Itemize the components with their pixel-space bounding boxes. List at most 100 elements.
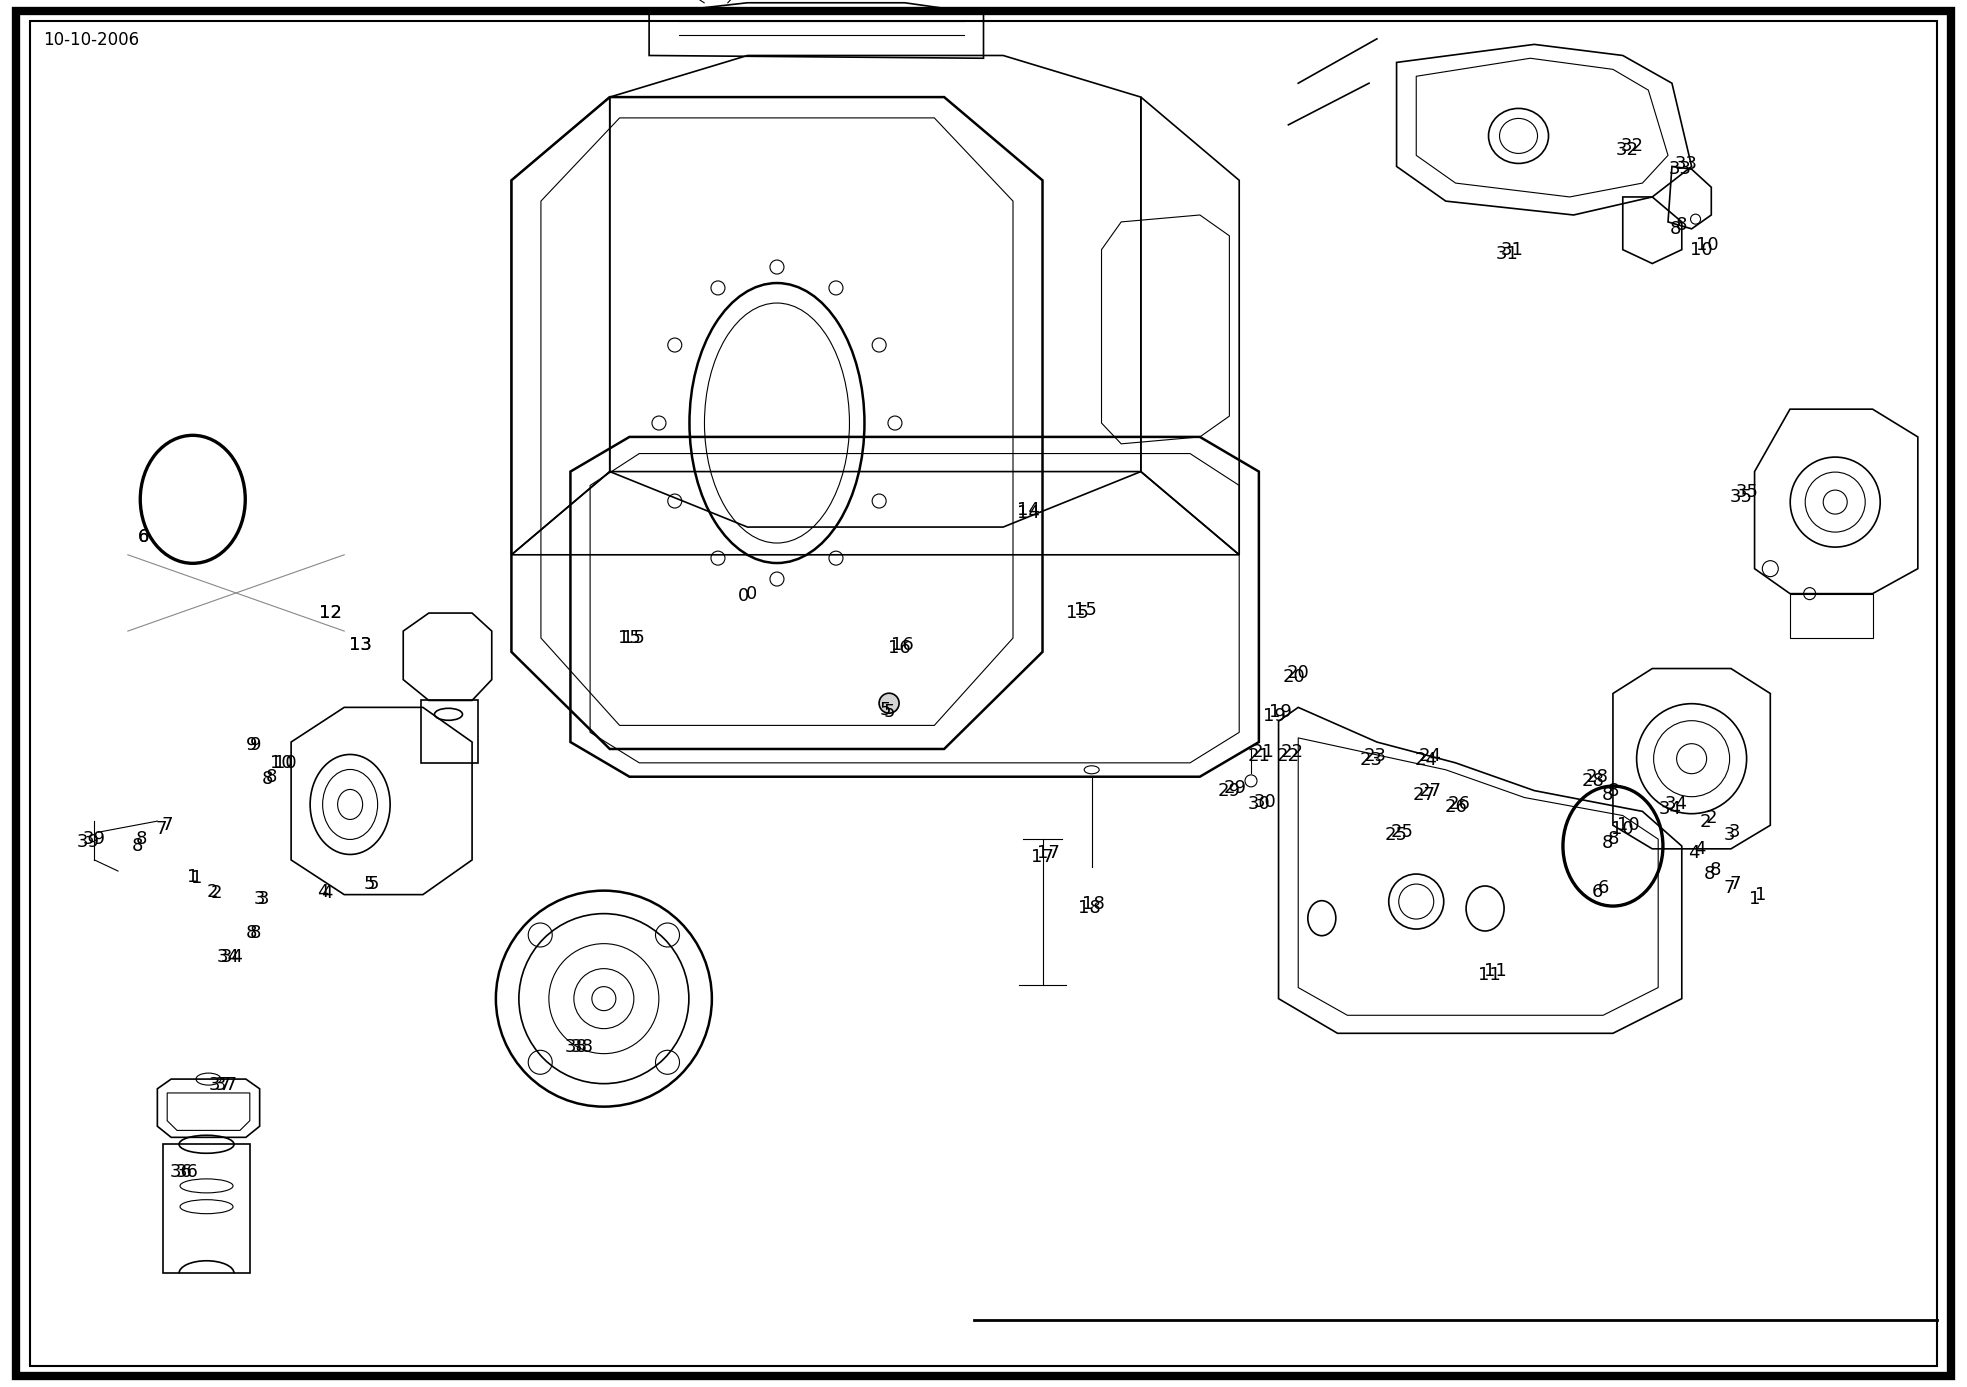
Text: 10: 10 [1611,821,1635,838]
Text: 20: 20 [1282,669,1306,685]
Text: 14: 14 [1017,502,1041,519]
Text: 16: 16 [891,637,915,653]
Text: 6: 6 [138,528,149,545]
Text: 6: 6 [138,528,149,545]
Text: 10: 10 [269,755,293,771]
Text: 8: 8 [1670,221,1682,237]
Text: 28: 28 [1581,773,1605,789]
Text: 7: 7 [1723,879,1735,896]
Text: 13: 13 [348,637,372,653]
Text: 22: 22 [1281,743,1304,760]
Text: 21: 21 [1251,743,1275,760]
Text: 15: 15 [1066,605,1090,621]
Text: 36: 36 [169,1164,193,1180]
Text: 29: 29 [1223,779,1247,796]
Text: 5: 5 [883,703,895,720]
Text: 1: 1 [1755,886,1766,903]
Text: 12: 12 [319,605,342,621]
Text: 8: 8 [266,768,277,785]
Text: 17: 17 [1037,845,1060,861]
Text: 35: 35 [1735,484,1758,501]
Text: 21: 21 [1247,748,1271,764]
Text: 31: 31 [1495,245,1519,262]
Text: 2: 2 [210,885,222,902]
Text: 1: 1 [191,870,203,886]
Text: 8: 8 [1676,216,1688,233]
Text: 23: 23 [1359,752,1383,768]
Text: 8: 8 [1607,831,1619,847]
Text: 24: 24 [1414,752,1438,768]
Text: 8: 8 [246,925,258,942]
Text: 32: 32 [1621,137,1644,154]
Text: 11: 11 [1483,963,1507,979]
Text: 6: 6 [1591,884,1603,900]
Text: 5: 5 [368,875,380,892]
Text: 39: 39 [77,834,100,850]
Text: 34: 34 [216,949,240,965]
Text: 0: 0 [738,588,749,605]
Text: 20: 20 [1286,664,1310,681]
Text: 38: 38 [570,1039,594,1056]
Text: 5: 5 [364,875,376,892]
Text: 29: 29 [1218,782,1241,799]
Text: 0: 0 [745,585,757,602]
Text: 6: 6 [1597,879,1609,896]
Text: 11: 11 [1477,967,1501,983]
Text: 22: 22 [1277,748,1300,764]
Text: 38: 38 [565,1039,588,1056]
Text: 27: 27 [1418,782,1442,799]
Text: 7: 7 [155,821,167,838]
Text: 3: 3 [1723,827,1735,843]
Text: 8: 8 [262,771,273,788]
Text: 3: 3 [258,890,269,907]
Text: 14: 14 [1017,505,1041,522]
Text: 8: 8 [1703,865,1715,882]
Text: 18: 18 [1082,896,1105,913]
Text: 10: 10 [1696,237,1719,254]
Text: 10: 10 [273,755,297,771]
Text: 15: 15 [618,630,641,646]
Text: 37: 37 [214,1076,238,1093]
Text: 39: 39 [83,831,106,847]
Text: 2: 2 [1699,814,1711,831]
Text: 8: 8 [1607,782,1619,799]
Text: 37: 37 [209,1076,232,1093]
Text: 9: 9 [250,736,262,753]
Text: 4: 4 [317,884,328,900]
Text: 1: 1 [187,868,199,885]
Text: 36: 36 [175,1164,199,1180]
Text: 10: 10 [1690,241,1713,258]
Text: 8: 8 [136,831,148,847]
Text: 27: 27 [1412,786,1436,803]
Text: 30: 30 [1247,796,1271,813]
Text: 25: 25 [1385,827,1408,843]
Text: 10: 10 [1617,817,1640,834]
Text: 8: 8 [250,925,262,942]
Text: 30: 30 [1253,793,1277,810]
Text: 31: 31 [1501,241,1524,258]
Text: 26: 26 [1448,796,1471,813]
Text: 23: 23 [1363,748,1387,764]
Text: 13: 13 [348,637,372,653]
Circle shape [879,694,899,713]
Text: 26: 26 [1444,799,1467,816]
Text: 8: 8 [1601,835,1613,852]
Text: 4: 4 [1688,845,1699,861]
Text: 35: 35 [1729,488,1753,505]
Text: 3: 3 [1729,824,1741,841]
Text: 1: 1 [1749,890,1760,907]
Text: 18: 18 [1078,900,1102,917]
Text: 32: 32 [1615,141,1639,158]
Text: 34: 34 [1658,800,1682,817]
Text: 17: 17 [1031,849,1054,865]
Text: 34: 34 [220,949,244,965]
Text: 4: 4 [321,885,332,902]
Text: 15: 15 [622,630,645,646]
Text: 8: 8 [1709,861,1721,878]
Text: 4: 4 [1694,841,1705,857]
Text: 28: 28 [1585,768,1609,785]
Text: 19: 19 [1263,707,1286,724]
Text: 33: 33 [1674,155,1698,172]
Text: 7: 7 [1729,875,1741,892]
Text: 16: 16 [887,639,911,656]
